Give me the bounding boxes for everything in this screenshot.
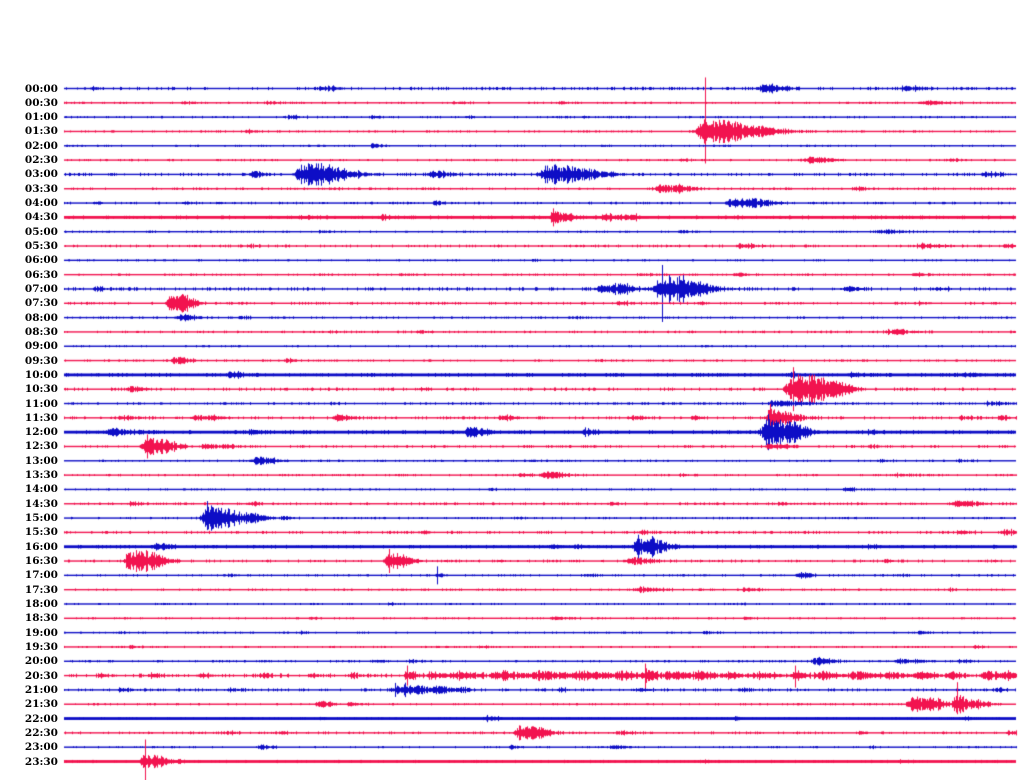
time-label: 05:30	[24, 240, 58, 252]
time-label: 00:30	[24, 96, 58, 109]
time-label: 09:30	[24, 354, 58, 367]
time-label: 10:30	[24, 383, 58, 396]
time-label: 18:00	[24, 597, 58, 610]
time-label: 18:30	[24, 612, 58, 625]
time-label: 03:30	[24, 182, 58, 195]
time-label: 04:30	[24, 211, 58, 224]
time-label: 20:00	[24, 655, 58, 668]
time-label: 22:00	[24, 712, 58, 725]
time-label: 17:30	[24, 583, 58, 596]
time-label: 02:30	[24, 154, 58, 167]
time-label: 20:30	[24, 669, 58, 682]
time-label: 15:30	[24, 526, 58, 539]
time-label: 06:30	[24, 268, 58, 281]
time-label: 10:00	[24, 368, 58, 381]
time-label: 09:00	[24, 340, 58, 353]
time-label: 02:00	[24, 139, 58, 152]
time-label: 00:00	[24, 82, 58, 95]
time-label: 22:30	[24, 726, 58, 739]
time-label: 16:30	[24, 555, 58, 568]
time-label: 23:30	[24, 755, 58, 768]
time-label: 03:00	[24, 168, 58, 181]
time-label: 07:00	[24, 282, 58, 295]
time-label: 14:00	[24, 483, 58, 496]
time-label: 06:00	[24, 254, 58, 267]
time-label: 01:00	[24, 111, 58, 124]
time-label: 15:00	[24, 512, 58, 525]
time-label: 11:00	[24, 397, 58, 410]
time-label: 08:00	[24, 311, 58, 324]
time-label: 08:30	[24, 325, 58, 338]
time-label: 19:30	[24, 640, 58, 653]
time-label: 21:00	[24, 683, 58, 696]
time-label: 23:00	[24, 741, 58, 754]
time-label: 14:30	[24, 497, 58, 510]
time-label: 13:30	[24, 469, 58, 482]
time-label: 12:30	[24, 440, 58, 453]
time-label: 01:30	[24, 125, 58, 138]
time-label: 05:00	[24, 225, 58, 238]
time-label: 12:00	[24, 426, 58, 439]
time-label: 13:00	[24, 454, 58, 467]
time-label: 11:30	[24, 411, 58, 424]
time-label: 07:30	[24, 297, 58, 310]
time-label: 04:00	[24, 197, 58, 210]
time-label: 16:00	[24, 540, 58, 553]
time-label: 19:00	[24, 626, 58, 639]
time-label: 17:00	[24, 569, 58, 582]
time-label: 21:30	[24, 698, 58, 711]
